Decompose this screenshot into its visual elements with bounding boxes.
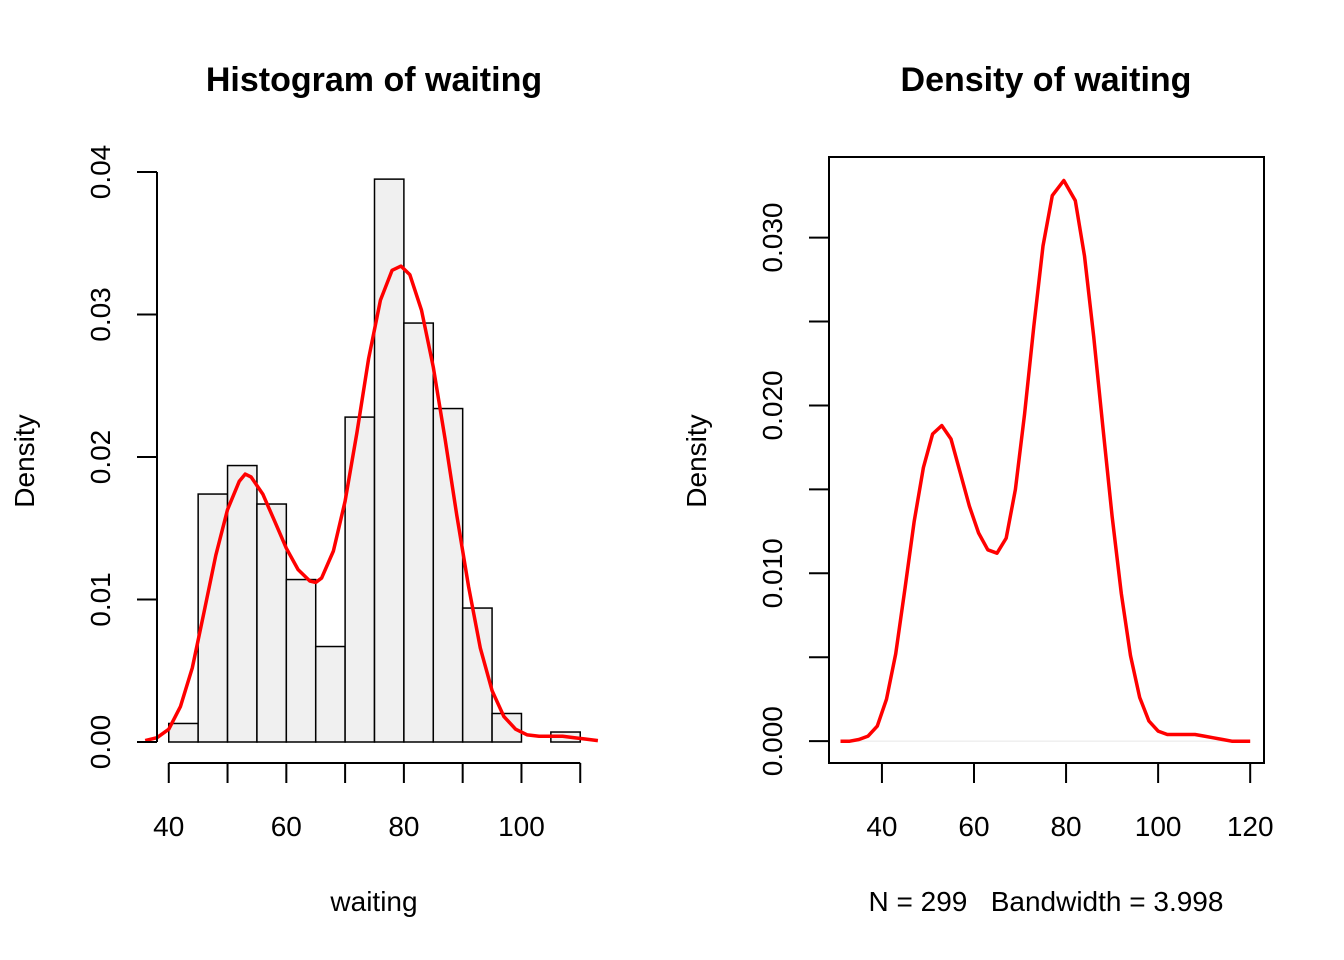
density-curve (840, 178, 1251, 743)
density-y-axis: 0.000 0.010 0.020 0.030 (757, 203, 830, 776)
histogram-y-label: Density (9, 414, 40, 507)
histogram-x-axis: 40 60 80 100 (153, 762, 582, 842)
histogram-title: Histogram of waiting (206, 61, 542, 99)
density-x-axis: 40 60 80 100 120 (866, 762, 1274, 842)
density-y-tick-label: 0.030 (757, 203, 788, 273)
density-x-tick-label: 80 (1050, 811, 1081, 842)
histogram-y-tick-label: 0.02 (85, 430, 116, 485)
density-x-tick-label: 40 (866, 811, 897, 842)
histogram-bars (168, 178, 581, 743)
histogram-bar (285, 578, 317, 743)
histogram-bar (432, 407, 464, 743)
histogram-x-tick-label: 60 (271, 811, 302, 842)
density-panel: Density of waiting N = 299 Bandwidth = 3… (681, 61, 1274, 917)
histogram-y-tick-label: 0.03 (85, 287, 116, 342)
histogram-x-label: waiting (329, 886, 417, 917)
density-y-tick-label: 0.000 (757, 706, 788, 776)
histogram-bar (226, 464, 258, 743)
histogram-y-tick-label: 0.04 (85, 145, 116, 200)
histogram-bar (403, 322, 435, 743)
density-x-label: N = 299 Bandwidth = 3.998 (869, 886, 1224, 917)
histogram-bar (256, 503, 288, 743)
density-plot-frame (828, 156, 1265, 764)
histogram-x-tick-label: 80 (388, 811, 419, 842)
density-y-label: Density (681, 414, 712, 507)
density-x-tick-label: 120 (1227, 811, 1274, 842)
histogram-bar (314, 645, 346, 743)
histogram-bar (168, 722, 199, 743)
density-x-tick-label: 100 (1135, 811, 1182, 842)
histogram-y-tick-label: 0.00 (85, 715, 116, 770)
histogram-density-curve (144, 264, 599, 743)
histogram-panel: Histogram of waiting waiting Density 40 6… (9, 61, 599, 917)
histogram-x-tick-label: 40 (153, 811, 184, 842)
density-y-tick-label: 0.020 (757, 370, 788, 440)
density-title: Density of waiting (901, 61, 1192, 99)
histogram-y-axis: 0.00 0.01 0.02 0.03 0.04 (85, 145, 158, 770)
density-x-tick-label: 60 (958, 811, 989, 842)
histogram-y-tick-label: 0.01 (85, 572, 116, 627)
histogram-bar (373, 178, 405, 743)
histogram-x-tick-label: 100 (498, 811, 545, 842)
density-y-tick-label: 0.010 (757, 538, 788, 608)
